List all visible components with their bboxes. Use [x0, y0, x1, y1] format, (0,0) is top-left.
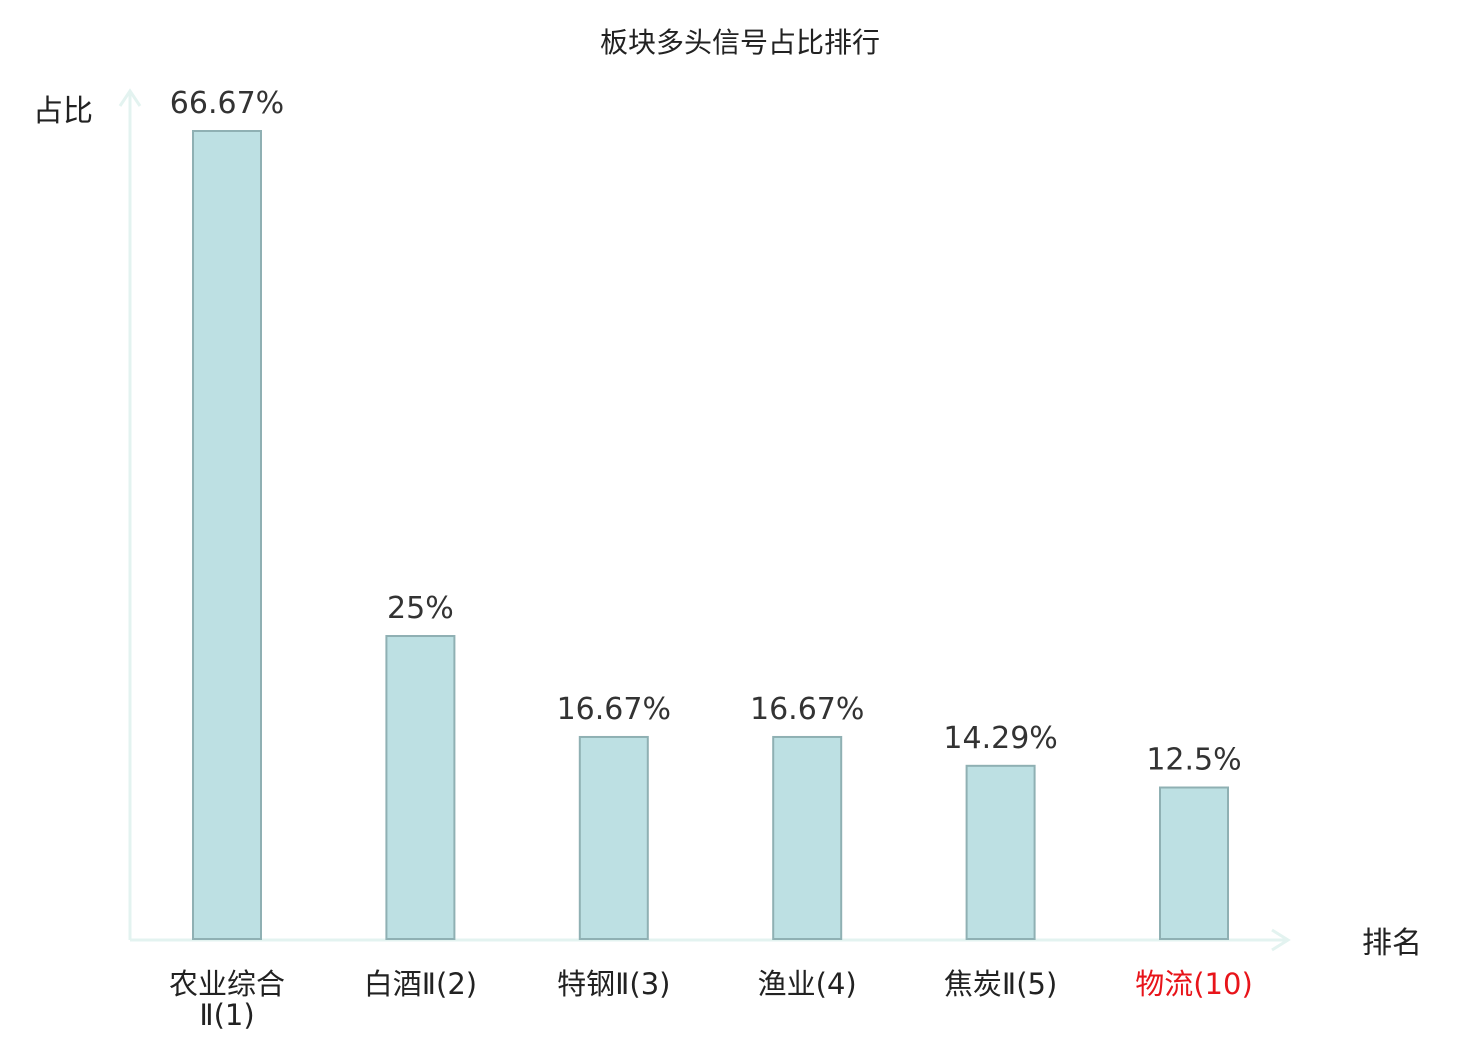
- axes: [118, 88, 1291, 952]
- category-label-1-name: 农业综合: [169, 967, 285, 1001]
- category-label-5: 焦炭Ⅱ(5): [944, 967, 1057, 1001]
- x-axis-label: 排名: [1362, 926, 1422, 961]
- category-label-1-rank: Ⅱ(1): [199, 998, 254, 1032]
- category-label-6: 物流(10): [1135, 967, 1253, 1001]
- category-label-3: 特钢Ⅱ(3): [557, 967, 670, 1001]
- value-labels-group: 66.67% 25% 16.67% 16.67% 14.29% 12.5%: [170, 86, 1242, 778]
- bar-3: [578, 735, 649, 941]
- bar-2: [385, 635, 456, 940]
- bar-1: [192, 130, 262, 940]
- category-name-3: 特钢: [557, 967, 615, 1001]
- category-name-5: 焦炭: [944, 967, 1002, 1001]
- category-name-4: 渔业: [758, 967, 816, 1001]
- value-label-5: 14.29%: [943, 721, 1057, 756]
- category-name-6: 物流: [1135, 967, 1193, 1001]
- category-suffix-5: Ⅱ: [1002, 967, 1016, 1001]
- y-axis-arrow: [118, 88, 142, 107]
- y-axis-label: 占比: [33, 94, 93, 129]
- category-label-2: 白酒Ⅱ(2): [364, 967, 477, 1001]
- category-rank-4: (4): [816, 967, 857, 1001]
- value-label-1: 66.67%: [170, 86, 284, 121]
- category-suffix-2: Ⅱ: [422, 967, 436, 1001]
- value-label-4: 16.67%: [750, 692, 864, 727]
- category-suffix-1: Ⅱ: [199, 998, 213, 1032]
- value-label-6: 12.5%: [1146, 743, 1241, 778]
- x-axis-arrow: [1271, 928, 1291, 952]
- value-label-2: 25%: [387, 591, 454, 626]
- bar-4: [772, 735, 843, 941]
- category-name-2: 白酒: [364, 967, 422, 1001]
- category-rank-1: (1): [214, 998, 255, 1032]
- bar-6: [1159, 786, 1229, 940]
- category-rank-5: (5): [1016, 967, 1057, 1001]
- category-rank-2: (2): [436, 967, 477, 1001]
- category-rank-6: (10): [1193, 967, 1253, 1001]
- category-label-4: 渔业(4): [758, 967, 857, 1001]
- category-rank-3: (3): [629, 967, 670, 1001]
- chart-title: 板块多头信号占比排行: [600, 26, 880, 59]
- bar-5: [965, 764, 1036, 940]
- category-suffix-3: Ⅱ: [615, 967, 629, 1001]
- value-label-3: 16.67%: [557, 692, 671, 727]
- bars-group: [192, 130, 1229, 941]
